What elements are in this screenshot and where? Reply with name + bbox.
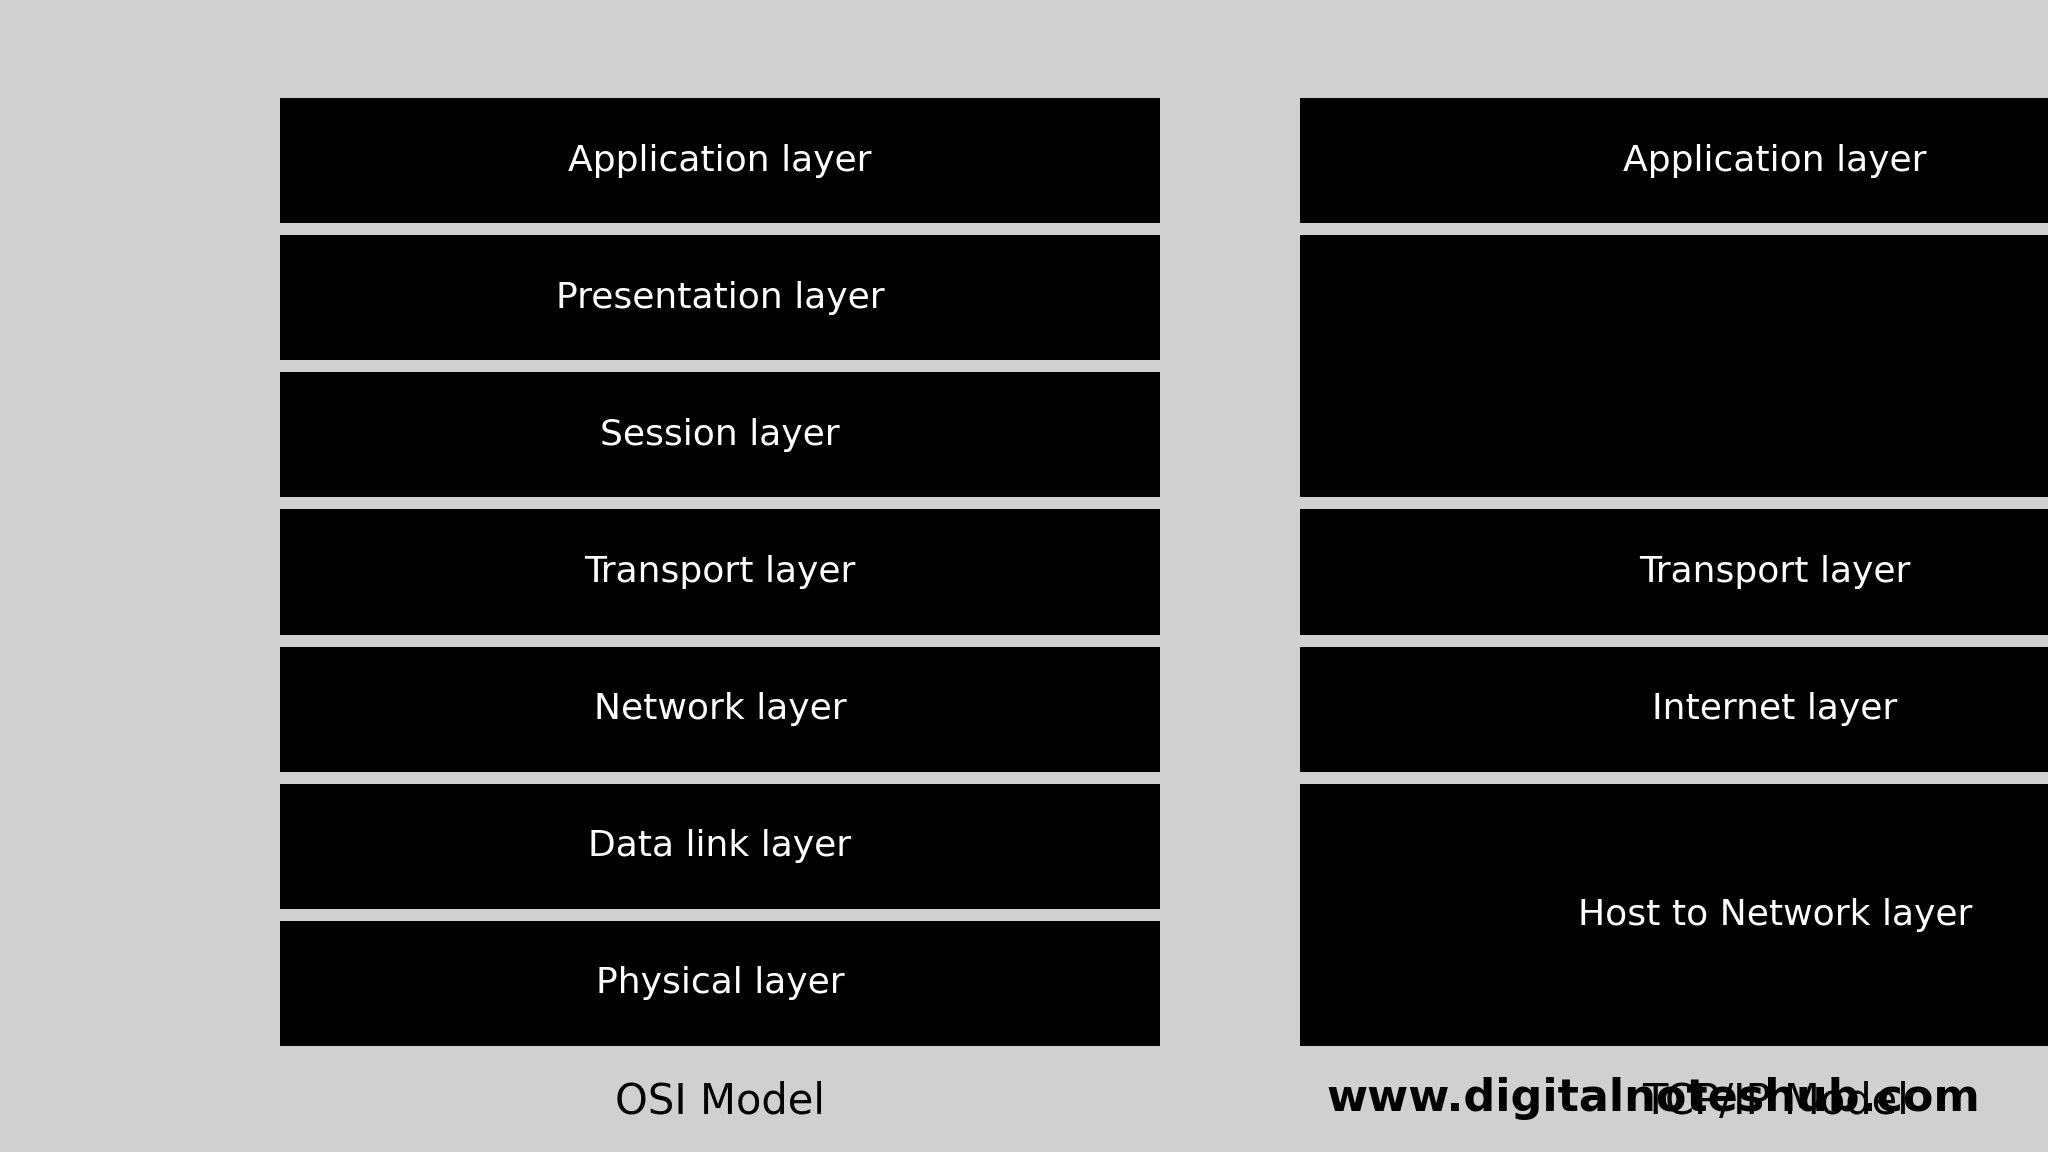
Text: OSI Model: OSI Model xyxy=(614,1081,825,1123)
Text: Application layer: Application layer xyxy=(1624,144,1927,177)
Text: Host to Network layer: Host to Network layer xyxy=(1577,897,1972,932)
Bar xyxy=(281,509,1159,635)
Bar xyxy=(1300,646,2048,772)
Bar xyxy=(1300,783,2048,1046)
Bar xyxy=(281,372,1159,498)
Bar xyxy=(1300,98,2048,223)
Text: Data link layer: Data link layer xyxy=(588,829,852,863)
Text: Application layer: Application layer xyxy=(567,144,872,177)
Bar xyxy=(1300,235,2048,498)
Text: Internet layer: Internet layer xyxy=(1653,692,1898,726)
Bar xyxy=(281,783,1159,909)
Text: Session layer: Session layer xyxy=(600,418,840,452)
Bar xyxy=(281,98,1159,223)
Bar xyxy=(281,920,1159,1046)
Text: TCP/IP Model: TCP/IP Model xyxy=(1642,1081,1909,1123)
Bar xyxy=(1300,509,2048,635)
Text: Transport layer: Transport layer xyxy=(1638,555,1911,589)
Bar xyxy=(281,646,1159,772)
Text: Presentation layer: Presentation layer xyxy=(555,281,885,314)
Text: www.digitalnoteshub.com: www.digitalnoteshub.com xyxy=(1327,1077,1980,1120)
Bar xyxy=(281,235,1159,361)
Text: Physical layer: Physical layer xyxy=(596,967,844,1000)
Text: Transport layer: Transport layer xyxy=(584,555,856,589)
Text: Network layer: Network layer xyxy=(594,692,846,726)
